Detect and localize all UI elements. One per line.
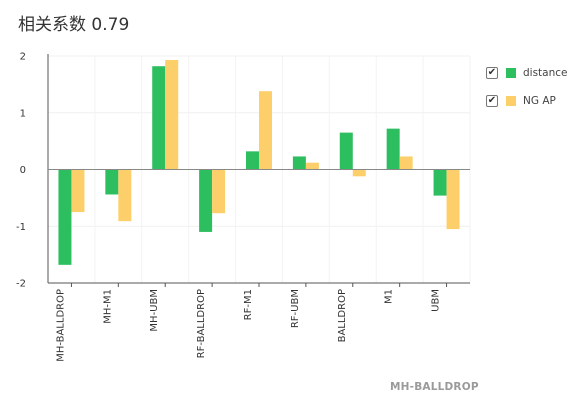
bar-distance-mh-balldrop[interactable] — [58, 169, 72, 265]
legend-label-ng-ap: NG AP — [523, 95, 556, 107]
bar-distance-balldrop[interactable] — [339, 132, 353, 170]
bar-ng-ap-balldrop[interactable] — [352, 169, 366, 177]
bar-ng-ap-mh-ubm[interactable] — [165, 59, 179, 170]
x-tick-label: BALLDROP — [337, 289, 348, 342]
chart-title: 相关系数 0.79 — [18, 15, 130, 35]
y-tick-label: 0 — [20, 165, 26, 176]
bar-distance-mh-ubm[interactable] — [152, 66, 166, 170]
y-tick-label: -1 — [16, 222, 26, 233]
bar-ng-ap-rf-m1[interactable] — [259, 91, 272, 170]
bar-distance-rf-ubm[interactable] — [292, 156, 306, 170]
x-tick-label: RF-M1 — [243, 289, 254, 320]
legend-item-distance[interactable]: ✔ distance — [486, 65, 568, 81]
x-tick-label: MH-UBM — [149, 289, 160, 332]
legend-checkbox-distance[interactable]: ✔ — [486, 67, 498, 79]
y-tick-label: 1 — [20, 108, 26, 119]
y-tick-label: 2 — [20, 52, 26, 63]
y-tick-label: -2 — [16, 279, 26, 290]
legend-swatch-ng-ap — [506, 96, 516, 106]
x-tick-label: MH-M1 — [102, 289, 113, 324]
bar-ng-ap-m1[interactable] — [399, 156, 413, 170]
bar-ng-ap-rf-ubm[interactable] — [305, 162, 319, 170]
selected-category-label: MH-BALLDROP — [390, 381, 479, 393]
bar-distance-rf-balldrop[interactable] — [199, 169, 213, 232]
legend-item-ng-ap[interactable]: ✔ NG AP — [486, 93, 556, 109]
legend-checkbox-ng-ap[interactable]: ✔ — [486, 95, 498, 107]
bar-distance-ubm[interactable] — [433, 169, 447, 196]
bar-distance-mh-m1[interactable] — [105, 169, 119, 195]
x-tick-label: UBM — [431, 289, 442, 312]
x-tick-label: MH-BALLDROP — [55, 289, 66, 362]
x-tick-label: M1 — [384, 289, 395, 304]
bar-distance-rf-m1[interactable] — [246, 151, 259, 170]
legend-label-distance: distance — [523, 67, 568, 79]
x-tick-label: RF-BALLDROP — [196, 289, 207, 358]
bar-distance-m1[interactable] — [386, 128, 400, 170]
bar-ng-ap-rf-balldrop[interactable] — [212, 169, 226, 214]
bar-ng-ap-ubm[interactable] — [446, 169, 460, 230]
x-tick-label: RF-UBM — [290, 289, 301, 328]
legend-swatch-distance — [506, 68, 516, 78]
bar-ng-ap-mh-m1[interactable] — [118, 169, 132, 222]
bar-ng-ap-mh-balldrop[interactable] — [71, 169, 85, 213]
